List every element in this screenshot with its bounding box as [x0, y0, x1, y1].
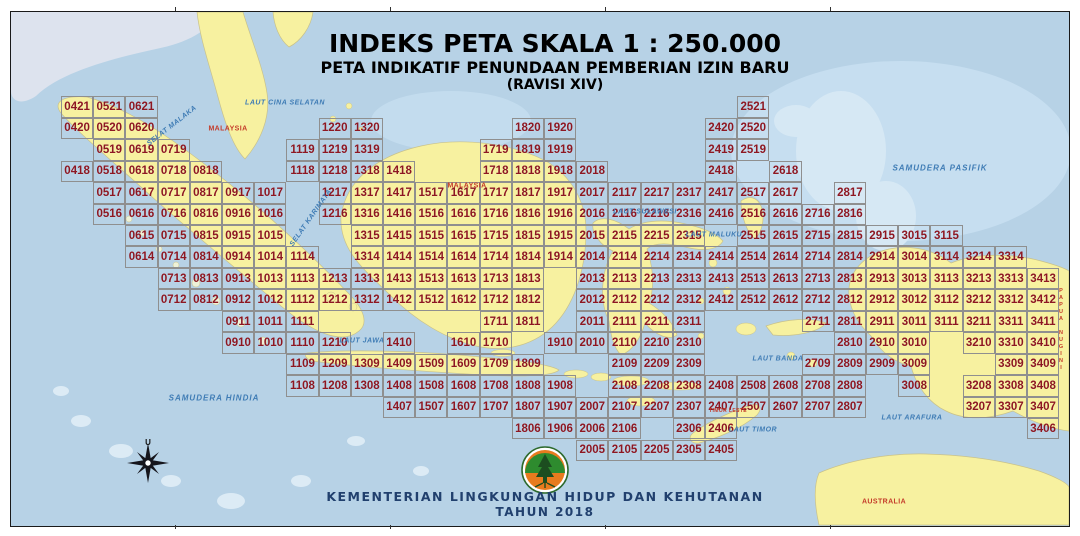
basemap	[11, 12, 1069, 526]
map-frame	[10, 11, 1070, 527]
